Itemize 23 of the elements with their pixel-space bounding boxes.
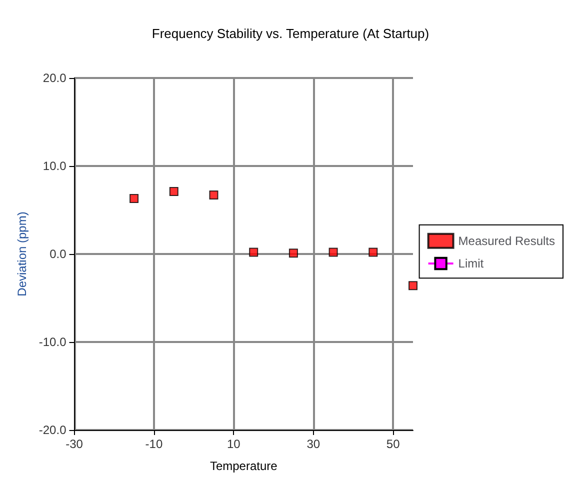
point bbox=[130, 194, 139, 204]
x-tick-label: 50 bbox=[386, 437, 400, 451]
y-tick-label: 20.0 bbox=[42, 71, 67, 85]
point bbox=[169, 187, 178, 196]
point bbox=[368, 248, 378, 257]
legend-label: Limit bbox=[458, 256, 484, 270]
point bbox=[249, 248, 258, 257]
y-tick-label: 0.0 bbox=[50, 247, 67, 261]
y-tick-label: -10.0 bbox=[38, 335, 67, 349]
y-tick-label: -20.0 bbox=[38, 423, 67, 437]
x-tick-label: -30 bbox=[66, 437, 84, 451]
x-axis-title: Temperature bbox=[210, 459, 278, 473]
y-tick-label: 10.0 bbox=[42, 159, 67, 173]
point bbox=[328, 248, 338, 257]
x-tick-label: 30 bbox=[306, 437, 320, 451]
point bbox=[408, 281, 418, 290]
point bbox=[288, 248, 298, 258]
legend-label: Measured Results bbox=[458, 234, 556, 248]
x-tick-label: -10 bbox=[145, 437, 163, 451]
y-axis-title: Deviation (ppm) bbox=[15, 212, 29, 296]
x-tick-label: 10 bbox=[226, 437, 241, 451]
chart-title: Frequency Stability vs. Temperature (At Startup) bbox=[152, 26, 430, 41]
point bbox=[209, 190, 218, 200]
